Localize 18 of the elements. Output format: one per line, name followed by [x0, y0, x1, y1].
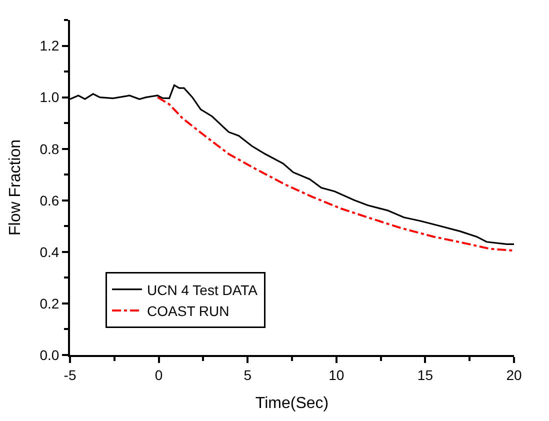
y-tick-label: 1.0 [40, 89, 60, 106]
y-tick-label: 0.0 [40, 346, 60, 363]
x-axis-title: Time(Sec) [255, 395, 329, 412]
y-tick-label: 0.6 [40, 192, 60, 208]
line-series [156, 96, 514, 252]
x-tick-label: 10 [328, 366, 344, 383]
x-tick-label: 15 [417, 366, 434, 383]
y-tick-label: 1.2 [40, 38, 60, 54]
y-tick-label: 0.4 [40, 244, 60, 260]
y-tick-label: 0.2 [40, 295, 60, 312]
x-tick-label: 0 [154, 366, 163, 383]
legend-label: COAST RUN [147, 302, 230, 319]
x-tick-label: 5 [244, 366, 252, 383]
legend-label: UCN 4 Test DATA [147, 282, 258, 298]
x-tick-label: 20 [506, 366, 522, 383]
y-tick-label: 0.8 [40, 140, 60, 157]
x-tick-label: -5 [64, 366, 76, 383]
y-axis-title: Flow Fraction [7, 139, 24, 236]
